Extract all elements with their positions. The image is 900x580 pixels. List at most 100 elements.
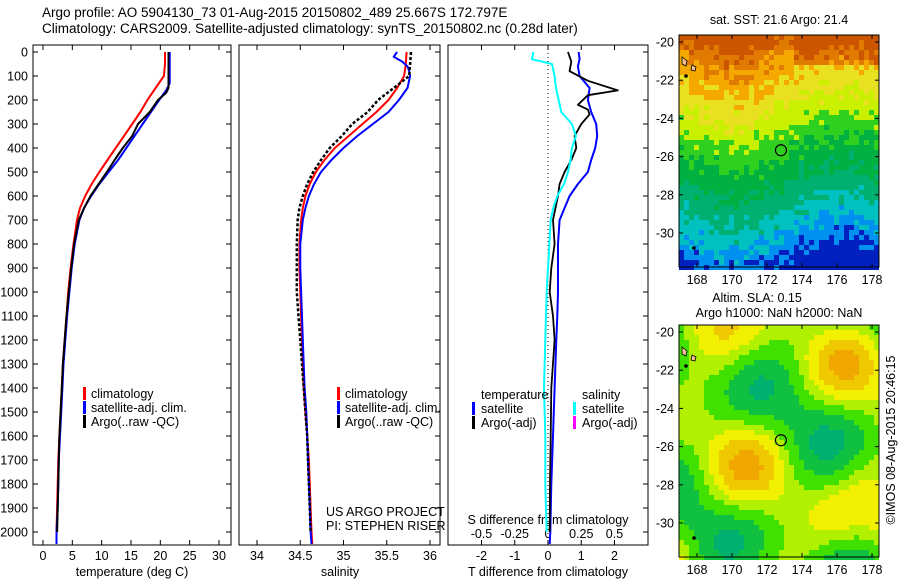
- map-cell: [699, 415, 704, 420]
- map-cell: [699, 345, 704, 350]
- map-cell: [824, 535, 829, 540]
- map-cell: [724, 180, 729, 185]
- depth-tick-label: 800: [7, 238, 28, 252]
- map-cell: [699, 325, 704, 330]
- map-cell: [824, 255, 829, 260]
- map-cell: [739, 480, 744, 485]
- map-cell: [754, 45, 759, 50]
- map-cell: [779, 515, 784, 520]
- map-cell: [849, 40, 854, 45]
- map-cell: [774, 470, 779, 475]
- map-cell: [834, 65, 839, 70]
- map-cell: [804, 230, 809, 235]
- map-cell: [749, 205, 754, 210]
- map-cell: [854, 230, 859, 235]
- map-cell: [709, 440, 714, 445]
- map-cell: [789, 220, 794, 225]
- map-cell: [754, 410, 759, 415]
- map-cell: [679, 185, 684, 190]
- map-cell: [764, 220, 769, 225]
- map-cell: [714, 325, 719, 330]
- map-cell: [819, 260, 824, 265]
- map-cell: [869, 535, 874, 540]
- map-cell: [789, 380, 794, 385]
- map-cell: [799, 440, 804, 445]
- map-cell: [779, 390, 784, 395]
- map-cell: [814, 195, 819, 200]
- map-cell: [854, 125, 859, 130]
- map-cell: [859, 240, 864, 245]
- map-cell: [809, 485, 814, 490]
- map-cell: [729, 240, 734, 245]
- map-cell: [814, 170, 819, 175]
- map-cell: [869, 540, 874, 545]
- map-cell: [804, 145, 809, 150]
- map-cell: [699, 240, 704, 245]
- map-cell: [729, 480, 734, 485]
- map-cell: [759, 190, 764, 195]
- map-cell: [784, 170, 789, 175]
- map-cell: [839, 120, 844, 125]
- map-cell: [694, 180, 699, 185]
- map-cell: [874, 535, 879, 540]
- map-cell: [744, 125, 749, 130]
- map-cell: [829, 115, 834, 120]
- map-cell: [804, 410, 809, 415]
- map-cell: [839, 200, 844, 205]
- map-cell: [774, 520, 779, 525]
- map-cell: [789, 110, 794, 115]
- map-cell: [834, 185, 839, 190]
- map-cell: [784, 515, 789, 520]
- map-cell: [759, 50, 764, 55]
- map-cell: [694, 465, 699, 470]
- map-cell: [789, 550, 794, 555]
- map-cell: [789, 420, 794, 425]
- map-cell: [839, 545, 844, 550]
- map-cell: [814, 410, 819, 415]
- map-cell: [684, 45, 689, 50]
- map-cell: [739, 110, 744, 115]
- map-cell: [874, 365, 879, 370]
- map-cell: [829, 50, 834, 55]
- pi-annotation: PI: STEPHEN RISER: [326, 519, 445, 533]
- map-cell: [769, 335, 774, 340]
- map-cell: [799, 520, 804, 525]
- map-cell: [719, 350, 724, 355]
- map-cell: [679, 60, 684, 65]
- map-cell: [804, 535, 809, 540]
- map-cell: [709, 70, 714, 75]
- map-cell: [679, 365, 684, 370]
- map-cell: [699, 400, 704, 405]
- map-cell: [854, 485, 859, 490]
- map-cell: [694, 330, 699, 335]
- map-cell: [779, 180, 784, 185]
- map-cell: [679, 445, 684, 450]
- map-cell: [764, 490, 769, 495]
- map-cell: [699, 215, 704, 220]
- map-cell: [834, 55, 839, 60]
- map-cell: [784, 45, 789, 50]
- map-cell: [709, 85, 714, 90]
- map-cell: [819, 330, 824, 335]
- map-cell: [829, 205, 834, 210]
- map-cell: [814, 150, 819, 155]
- map-cell: [804, 150, 809, 155]
- map-cell: [719, 520, 724, 525]
- map-cell: [839, 405, 844, 410]
- map-cell: [749, 445, 754, 450]
- map-cell: [724, 545, 729, 550]
- map-cell: [844, 400, 849, 405]
- map-cell: [849, 140, 854, 145]
- map-cell: [829, 225, 834, 230]
- map-cell: [779, 425, 784, 430]
- map-cell: [819, 170, 824, 175]
- map-cell: [819, 490, 824, 495]
- map-cell: [794, 70, 799, 75]
- map-cell: [729, 125, 734, 130]
- map-cell: [799, 530, 804, 535]
- map-cell: [854, 550, 859, 555]
- map-cell: [854, 225, 859, 230]
- map-cell: [789, 160, 794, 165]
- map-cell: [789, 80, 794, 85]
- depth-tick-label: 400: [7, 142, 28, 156]
